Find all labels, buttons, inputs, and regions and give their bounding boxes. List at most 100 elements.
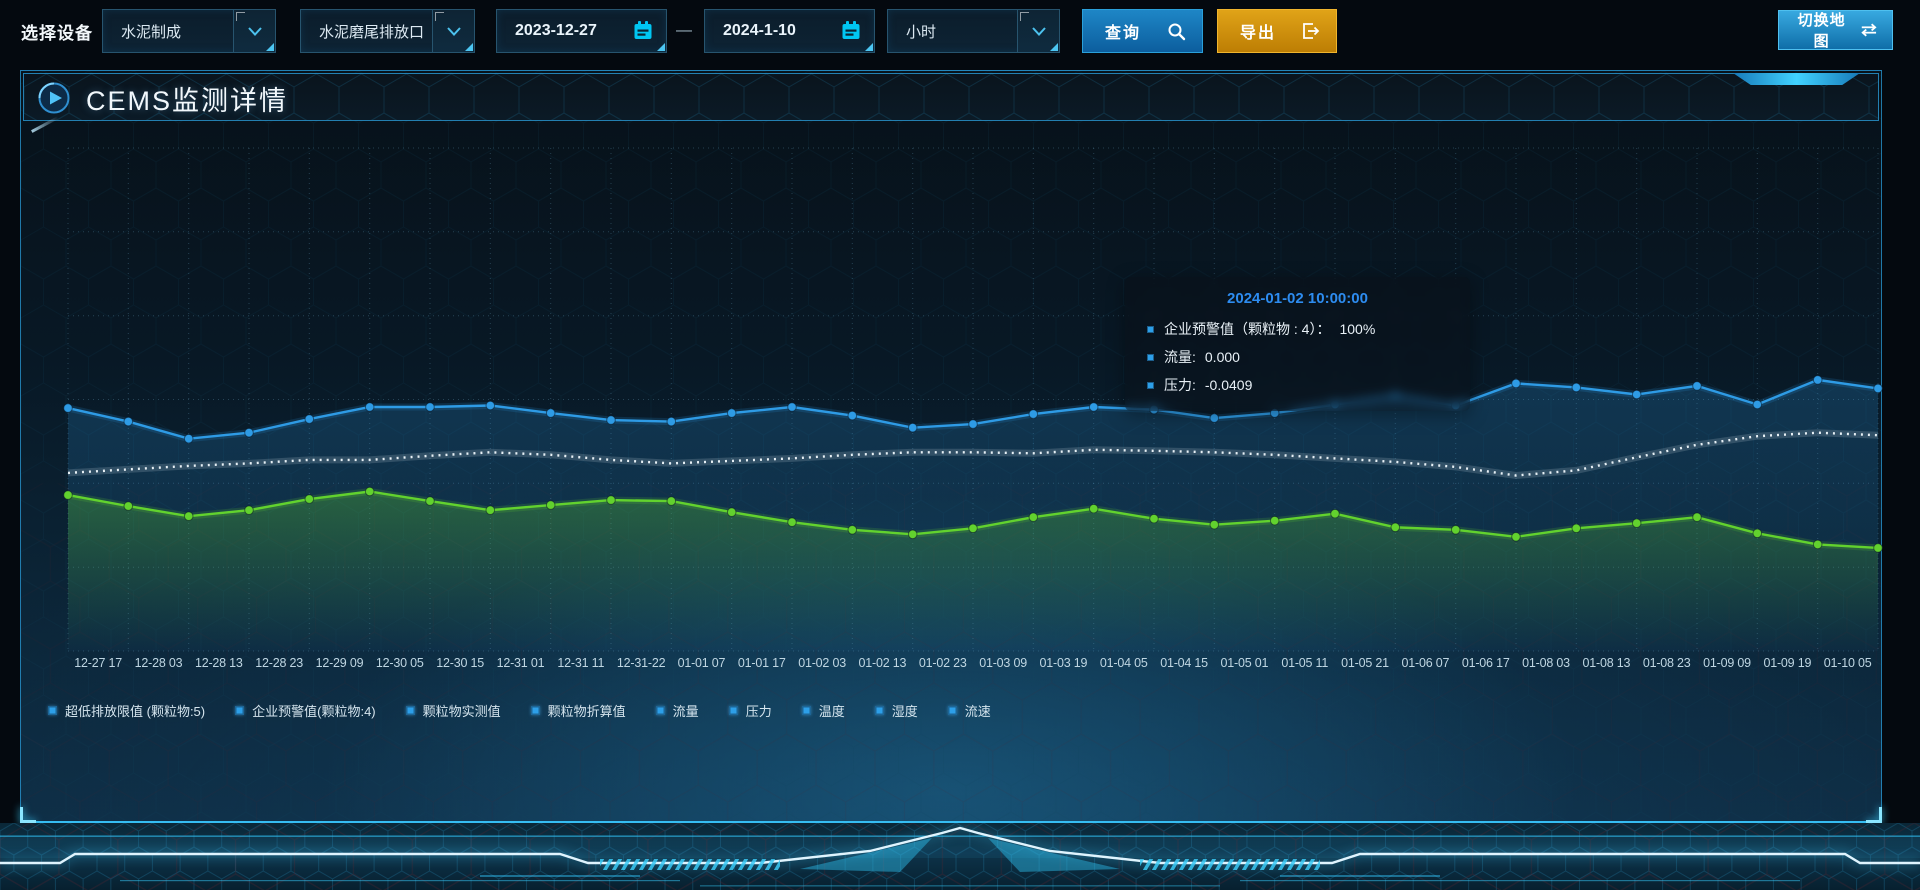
query-button[interactable]: 查询 (1082, 9, 1203, 53)
legend-marker-icon (655, 705, 665, 715)
calendar-icon[interactable] (620, 10, 666, 52)
tooltip-item-value: 0.000 (1204, 349, 1240, 365)
header-slash-decoration (31, 116, 59, 133)
swap-icon (1861, 23, 1877, 37)
tooltip-item-value: -0.0409 (1204, 377, 1253, 393)
panel-header: CEMS监测详情 (23, 73, 1879, 133)
x-axis-label: 01-08 13 (1582, 656, 1631, 670)
start-date-value: 2023-12-27 (515, 22, 597, 39)
tooltip-item-label: 流量: (1164, 349, 1196, 365)
x-axis-label: 01-06 07 (1401, 656, 1450, 670)
panel-corner-accent (1866, 807, 1882, 823)
x-axis-label: 12-29 09 (315, 656, 364, 670)
outlet-select[interactable]: 水泥磨尾排放口 (300, 9, 475, 53)
legend-marker-icon (48, 705, 57, 715)
legend-item[interactable]: 颗粒物实测值 (405, 701, 501, 720)
legend-label: 颗粒物折算值 (547, 703, 626, 719)
chevron-down-icon[interactable] (1017, 10, 1059, 52)
x-axis-labels: 12-27 17 12-28 03 12-28 13 12-28 23 12-29 09… (68, 656, 1878, 676)
legend-item[interactable]: 超低排放限值 (颗粒物:5) (48, 701, 205, 720)
panel-title: CEMS监测详情 (86, 85, 289, 116)
tooltip-marker-icon (1147, 325, 1154, 333)
tooltip-item-label: 企业预警值（颗粒物 : 4）： (1164, 321, 1331, 337)
legend-item[interactable]: 压力 (728, 701, 772, 720)
device-select-label: 选择设备 (21, 23, 93, 43)
interval-select-value: 小时 (906, 23, 937, 41)
export-button[interactable]: 导出 (1217, 9, 1337, 53)
outlet-select-value: 水泥磨尾排放口 (319, 23, 425, 41)
legend-marker-icon (801, 705, 811, 715)
x-axis-label: 01-09 19 (1763, 656, 1812, 670)
tooltip-item-label: 压力: (1164, 377, 1196, 393)
x-axis-label: 12-27 17 (74, 656, 123, 670)
x-axis-label: 01-08 23 (1642, 656, 1691, 670)
tooltip-item: 企业预警值（颗粒物 : 4）： 100% (1147, 319, 1470, 339)
x-axis-label: 01-05 11 (1281, 656, 1329, 670)
switch-map-button-label: 切换地图 (1797, 12, 1846, 50)
date-range-separator: — (676, 22, 692, 39)
legend-label: 压力 (745, 703, 772, 719)
x-axis-label: 01-05 01 (1220, 656, 1269, 670)
cems-panel: CEMS监测详情 12-27 17 12-28 03 12-28 13 12-28 2… (20, 70, 1883, 823)
panel-corner-accent (20, 807, 36, 823)
legend-item[interactable]: 温度 (801, 701, 845, 720)
legend-item[interactable]: 流速 (947, 701, 991, 720)
export-button-label: 导出 (1240, 25, 1277, 42)
play-icon[interactable] (38, 82, 70, 114)
legend-label: 颗粒物实测值 (422, 703, 501, 719)
legend-label: 企业预警值(颗粒物:4) (252, 703, 376, 719)
x-axis-label: 01-09 09 (1703, 656, 1751, 670)
tooltip-item-value: 100% (1339, 321, 1376, 337)
x-axis-label: 12-28 13 (194, 656, 243, 670)
tooltip-item: 压力: -0.0409 (1147, 375, 1470, 395)
header-notch-decoration (1733, 73, 1860, 85)
search-icon (1168, 23, 1186, 40)
x-axis-label: 01-01 07 (677, 656, 726, 670)
process-select[interactable]: 水泥制成 (102, 9, 276, 53)
legend-label: 超低排放限值 (颗粒物:5) (65, 703, 206, 719)
x-axis-label: 12-28 03 (134, 656, 183, 670)
tooltip-title: 2024-01-02 10:00:00 (1227, 290, 1368, 307)
tooltip-marker-icon (1147, 381, 1154, 389)
x-axis-label: 01-08 03 (1522, 656, 1570, 670)
x-axis-label: 01-02 23 (918, 656, 967, 670)
legend-marker-icon (235, 705, 245, 715)
legend-item[interactable]: 湿度 (874, 701, 918, 720)
calendar-icon[interactable] (828, 10, 874, 52)
chart-tooltip: 2024-01-02 10:00:00 企业预警值（颗粒物 : 4）： 100% 流… (1125, 277, 1470, 411)
x-axis-label: 01-03 19 (1039, 656, 1088, 670)
legend-marker-icon (874, 705, 884, 715)
cems-trend-chart[interactable] (63, 147, 1883, 652)
switch-map-button[interactable]: 切换地图 (1778, 10, 1893, 50)
legend-item[interactable]: 企业预警值(颗粒物:4) (235, 701, 376, 720)
x-axis-label: 12-31 01 (496, 656, 545, 670)
export-icon (1303, 23, 1320, 39)
process-select-value: 水泥制成 (121, 23, 182, 41)
x-axis-label: 01-03 09 (979, 656, 1027, 670)
x-axis-label: 12-31-22 (616, 656, 666, 670)
interval-select[interactable]: 小时 (887, 9, 1060, 53)
x-axis-label: 12-30 15 (436, 656, 484, 670)
chevron-down-icon[interactable] (432, 10, 474, 52)
x-axis-label: 01-04 05 (1099, 656, 1148, 670)
x-axis-label: 12-28 23 (255, 656, 304, 670)
x-axis-label: 01-04 15 (1160, 656, 1208, 670)
end-date-input[interactable]: 2024-1-10 (704, 9, 875, 53)
legend-item[interactable]: 流量 (655, 701, 699, 720)
legend-marker-icon (728, 705, 738, 715)
tooltip-items: 企业预警值（颗粒物 : 4）： 100% 流量: 0.000 压力: -0.0409 (1125, 307, 1470, 395)
bottom-decoration (0, 823, 1920, 890)
x-axis-label: 01-10 05 (1823, 656, 1872, 670)
legend-marker-icon (947, 705, 957, 715)
x-axis-label: 01-05 21 (1341, 656, 1389, 670)
legend: 超低排放限值 (颗粒物:5) 企业预警值(颗粒物:4) 颗粒物实测值 颗粒物折算值 流量… (48, 699, 1021, 721)
start-date-input[interactable]: 2023-12-27 (496, 9, 667, 53)
legend-label: 流量 (672, 703, 699, 719)
legend-marker-icon (530, 705, 540, 715)
chevron-down-icon[interactable] (233, 10, 275, 52)
x-axis-label: 12-31 11 (557, 656, 605, 670)
legend-item[interactable]: 颗粒物折算值 (530, 701, 626, 720)
x-axis-label: 01-02 13 (858, 656, 907, 670)
tooltip-marker-icon (1147, 353, 1154, 361)
